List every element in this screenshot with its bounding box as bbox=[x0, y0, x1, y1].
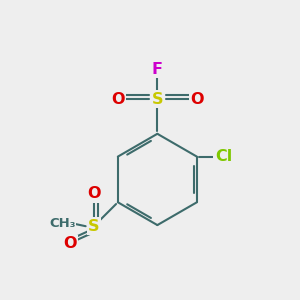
Text: CH₃: CH₃ bbox=[49, 217, 76, 230]
Text: F: F bbox=[152, 62, 163, 77]
Text: O: O bbox=[64, 236, 77, 251]
Text: S: S bbox=[88, 219, 100, 234]
Text: O: O bbox=[87, 186, 101, 201]
Text: Cl: Cl bbox=[215, 149, 232, 164]
Text: O: O bbox=[190, 92, 204, 106]
Text: S: S bbox=[152, 92, 163, 106]
Text: O: O bbox=[111, 92, 124, 106]
